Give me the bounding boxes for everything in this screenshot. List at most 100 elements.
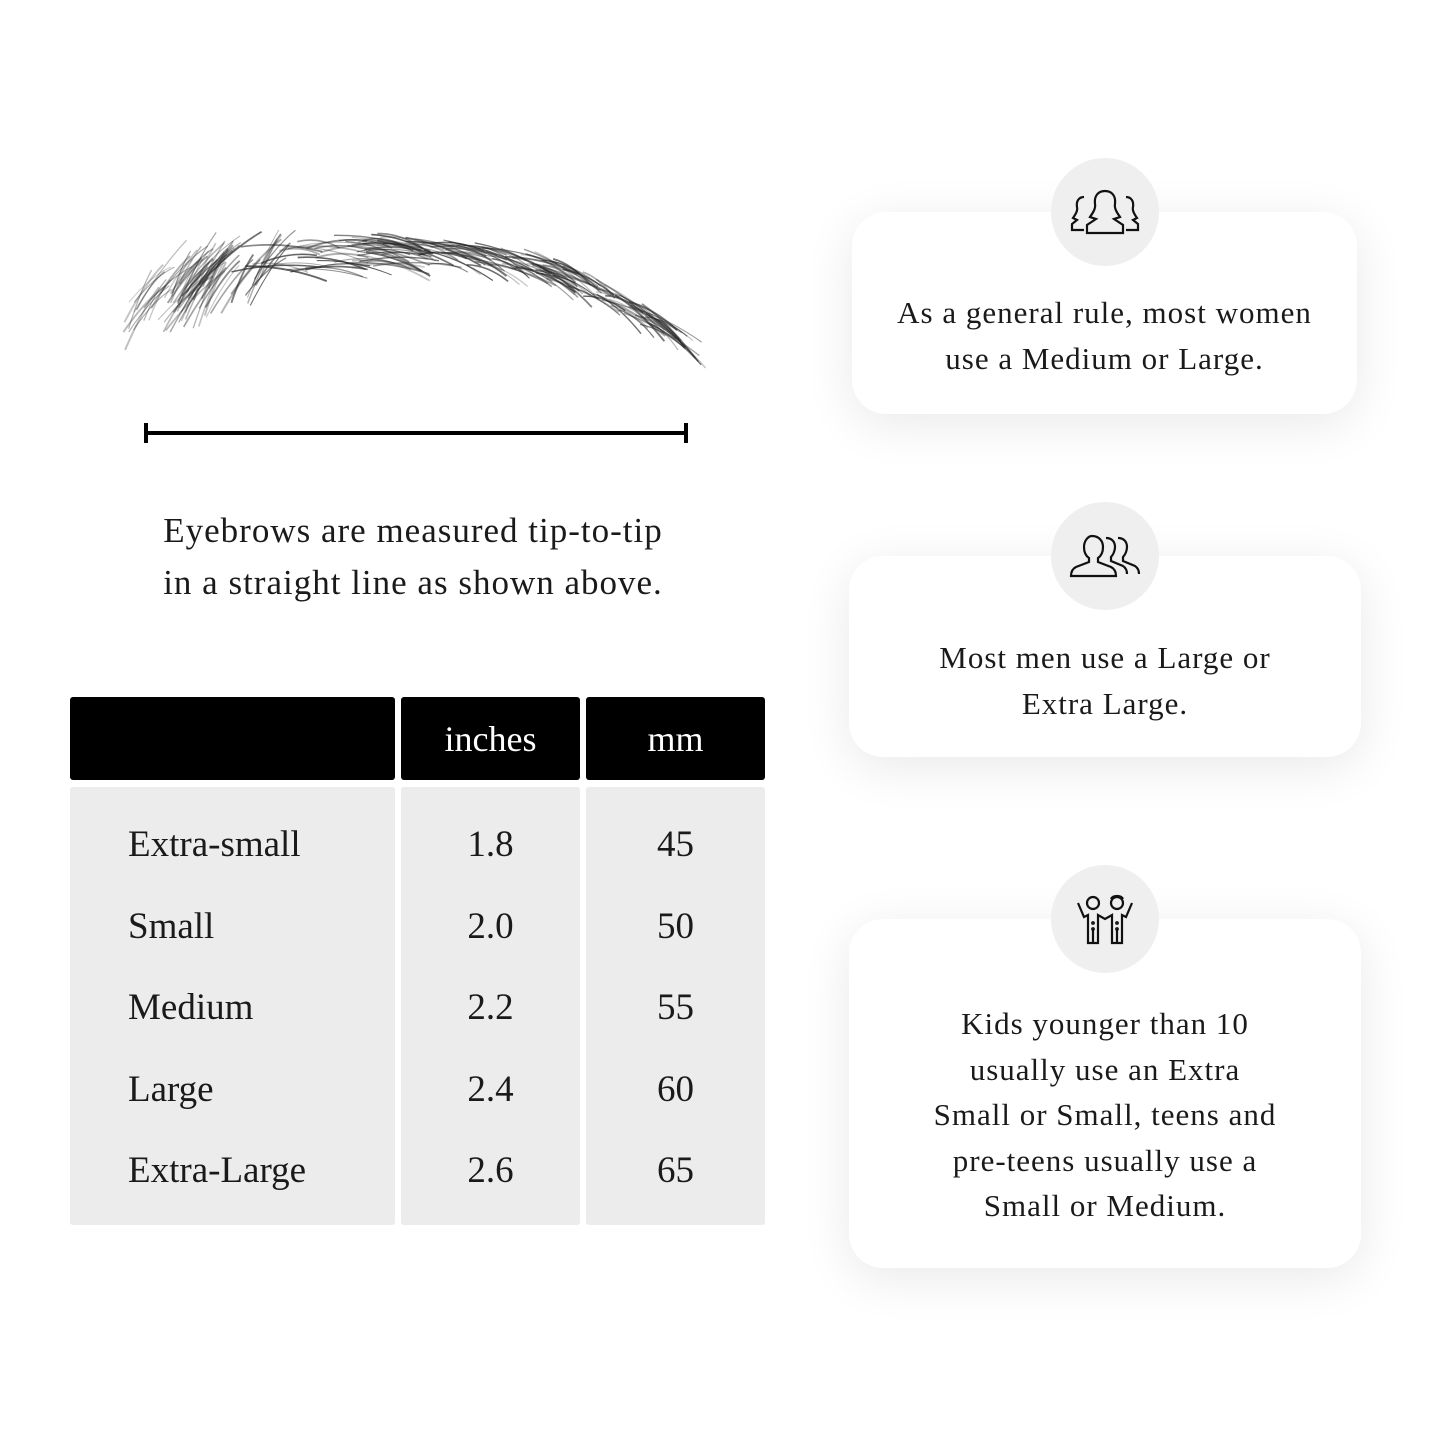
eyebrow-hair	[259, 234, 282, 278]
eyebrow-hair	[143, 279, 167, 321]
eyebrow-hair	[253, 230, 296, 280]
eyebrow-hair	[183, 235, 241, 290]
eyebrow-hair	[244, 257, 287, 296]
eyebrow-hair	[220, 258, 261, 314]
eyebrow-hair	[548, 260, 602, 287]
eyebrow-hair	[198, 257, 227, 327]
eyebrow-hair	[601, 299, 683, 334]
measurement-line	[144, 423, 688, 443]
mm-value: 55	[657, 987, 694, 1028]
eyebrow-illustration	[122, 230, 707, 369]
mm-value: 65	[657, 1150, 694, 1191]
tip-card-men: Most men use a Large or Extra Large.	[849, 556, 1361, 757]
eyebrow-hair	[133, 239, 187, 313]
eyebrow-hair	[393, 243, 459, 255]
eyebrow-hair	[128, 269, 153, 329]
eyebrow-hair	[179, 248, 214, 285]
eyebrow-hair	[163, 286, 203, 323]
inches-value: 2.0	[467, 905, 514, 947]
eyebrow-hair	[645, 316, 688, 337]
eyebrow-hair	[542, 264, 599, 288]
eyebrow-hair	[172, 275, 214, 313]
eyebrow-hair	[178, 247, 235, 309]
caption-line: in a straight line as shown above.	[163, 563, 663, 602]
eyebrow-hair	[123, 263, 164, 323]
eyebrow-hair	[180, 252, 225, 313]
eyebrow-hair	[231, 264, 322, 273]
inches-value: 2.2	[467, 987, 514, 1028]
eyebrow-hair	[535, 263, 577, 294]
eyebrow-hair	[466, 264, 509, 282]
eyebrow-hair	[474, 242, 553, 274]
eyebrow-hair	[453, 252, 536, 276]
eyebrow-hair	[143, 266, 193, 309]
eyebrow-hair	[209, 258, 254, 314]
eyebrow-hair	[185, 258, 214, 294]
eyebrow-hair	[366, 260, 412, 270]
tip-text: Kids younger than 10 usually use an Extr…	[849, 1001, 1361, 1229]
size-label: Extra-small	[128, 824, 301, 865]
header-mm: mm	[586, 697, 765, 780]
caption-line: Eyebrows are measured tip-to-tip	[163, 511, 663, 550]
eyebrow-hair	[171, 249, 198, 293]
eyebrow-hair	[582, 271, 616, 300]
eyebrow-hair	[172, 242, 225, 304]
eyebrow-hair	[198, 254, 240, 309]
eyebrow-hair	[124, 286, 160, 351]
eyebrow-hair	[603, 283, 666, 331]
eyebrow-hair	[315, 252, 369, 259]
eyebrow-hair	[290, 265, 368, 273]
eyebrow-hair	[182, 266, 227, 328]
men-group-icon	[1051, 502, 1159, 610]
eyebrow-hair	[373, 261, 462, 269]
eyebrow-hair	[552, 257, 592, 286]
eyebrow-hair	[181, 242, 242, 296]
eyebrow-hair	[492, 258, 530, 279]
eyebrow-hair	[535, 268, 620, 299]
eyebrow-hair	[535, 272, 580, 292]
eyebrow-hair	[176, 257, 202, 312]
eyebrow-hair	[376, 244, 434, 260]
eyebrow-hair	[314, 244, 372, 252]
eyebrow-hair	[187, 257, 214, 297]
eyebrow-hair	[382, 242, 426, 256]
eyebrow-hair	[526, 263, 579, 280]
eyebrow-hair	[170, 258, 203, 295]
inches-column	[401, 787, 580, 1225]
eyebrow-hair	[475, 261, 557, 287]
eyebrow-hair	[532, 264, 612, 297]
eyebrow-hair	[320, 243, 390, 254]
eyebrow-hair	[430, 245, 498, 257]
eyebrow-hair	[163, 258, 193, 299]
eyebrow-hair	[245, 265, 328, 282]
measurement-caption: Eyebrows are measured tip-to-tip in a st…	[60, 505, 766, 609]
eyebrow-hair	[424, 247, 481, 276]
eyebrow-hair	[187, 250, 233, 300]
eyebrow-hair	[562, 265, 600, 291]
tip-text: Most men use a Large or Extra Large.	[849, 635, 1361, 726]
eyebrow-hair	[184, 242, 217, 313]
eyebrow-hair	[545, 277, 620, 313]
eyebrow-hair	[596, 293, 642, 335]
eyebrow-hair	[632, 307, 694, 342]
eyebrow-hair	[540, 272, 579, 298]
header-size	[70, 697, 395, 780]
eyebrow-hair	[640, 311, 707, 369]
eyebrow-hair	[595, 278, 665, 334]
eyebrow-hair	[562, 268, 615, 296]
eyebrow-hair	[200, 240, 234, 299]
eyebrow-hair	[357, 253, 431, 282]
eyebrow-hair	[427, 262, 469, 273]
size-label: Small	[128, 905, 215, 947]
eyebrow-hair	[171, 250, 192, 297]
tip-line: Extra Large.	[1021, 685, 1189, 721]
eyebrow-hair	[133, 266, 175, 303]
mm-value: 45	[657, 824, 694, 865]
eyebrow-hair	[614, 293, 666, 342]
mm-value: 50	[657, 905, 694, 947]
eyebrow-hair	[207, 244, 234, 289]
eyebrow-hair	[364, 246, 434, 255]
eyebrow-hair	[619, 309, 655, 338]
eyebrow-hair	[181, 253, 228, 297]
tip-line: pre-teens usually use a	[952, 1142, 1258, 1178]
